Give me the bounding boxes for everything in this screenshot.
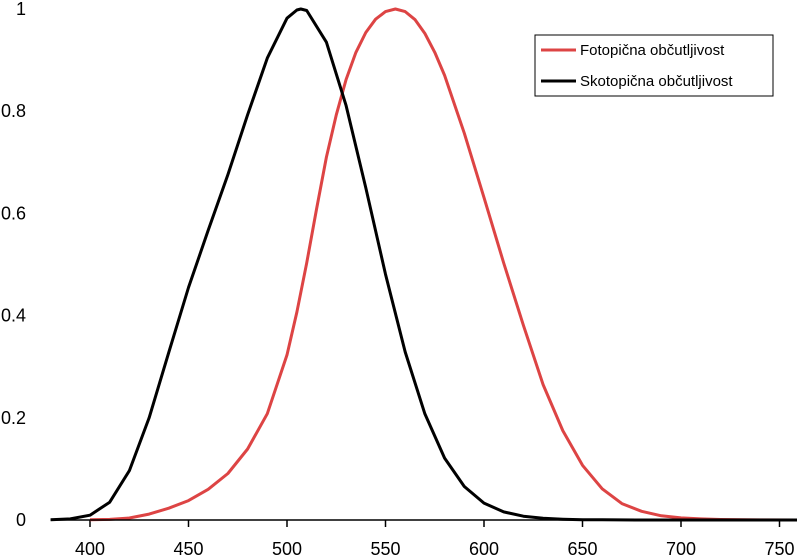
y-axis-ticks: 0 0.2 0.4 0.6 0.8 1 <box>1 0 26 530</box>
y-tick-label: 0.2 <box>1 408 26 428</box>
x-tick-label: 550 <box>370 539 400 559</box>
x-tick-label: 500 <box>272 539 302 559</box>
x-axis-ticks: 400 450 500 550 600 650 700 750 <box>75 520 795 559</box>
y-tick-label: 1 <box>16 0 26 19</box>
y-tick-label: 0 <box>16 510 26 530</box>
y-tick-label: 0.4 <box>1 306 26 326</box>
x-tick-label: 450 <box>173 539 203 559</box>
x-tick-label: 600 <box>469 539 499 559</box>
series-line-photopic <box>89 7 797 522</box>
legend: Fotopična občutljivost Skotopična občutl… <box>534 34 774 97</box>
legend-label-photopic: Fotopična občutljivost <box>580 42 725 59</box>
x-tick-label: 400 <box>75 539 105 559</box>
x-tick-label: 750 <box>764 539 794 559</box>
y-tick-label: 0.8 <box>1 101 26 121</box>
legend-label-scotopic: Skotopična občutljivost <box>580 73 733 90</box>
legend-box <box>534 34 774 97</box>
x-tick-label: 700 <box>666 539 696 559</box>
y-tick-label: 0.6 <box>1 203 26 223</box>
x-tick-label: 650 <box>567 539 597 559</box>
